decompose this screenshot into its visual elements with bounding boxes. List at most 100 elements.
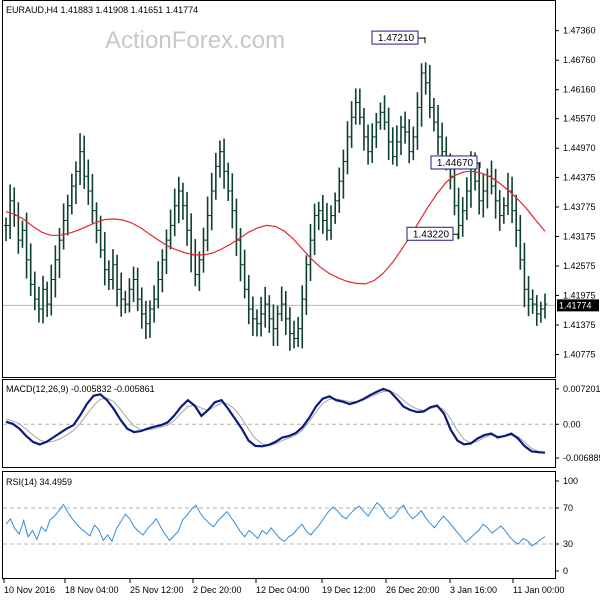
price-bar: [151, 285, 157, 323]
price-bar: [271, 304, 276, 346]
price-bar: [184, 192, 190, 246]
price-bars: [3, 62, 548, 351]
x-tick-label: 10 Nov 2016: [4, 585, 55, 595]
rsi-line: [5, 501, 546, 547]
price-bar: [542, 293, 548, 319]
price-bar: [263, 286, 268, 328]
price-bar: [481, 174, 486, 218]
price-bar: [156, 261, 161, 309]
price-bar: [77, 133, 83, 185]
price-bar: [86, 159, 91, 205]
x-axis: 10 Nov 2016 18 Nov 04:00 25 Nov 12:00 2 Dec…: [3, 579, 564, 595]
price-bar: [209, 172, 214, 231]
price-panel-frame: [2, 0, 556, 378]
price-bar: [131, 266, 136, 302]
price-bar: [40, 275, 46, 324]
price-bar: [267, 295, 272, 333]
price-bar: [522, 242, 527, 308]
x-tick-label: 18 Nov 04:00: [65, 585, 119, 595]
price-bar: [221, 138, 227, 189]
price-bar: [32, 271, 38, 311]
watermark: ActionForex.com: [105, 27, 285, 54]
price-y-tick-label: 1.47360: [563, 26, 596, 36]
price-bar: [291, 320, 297, 349]
price-y-tick-label: 1.41975: [563, 290, 596, 300]
annotation-1.43220: 1.43220: [406, 226, 459, 241]
price-y-tick-label: 1.41375: [563, 320, 596, 330]
price-bar: [139, 287, 144, 329]
price-bar: [49, 264, 54, 316]
macd-line: [5, 387, 546, 454]
price-bar: [246, 275, 251, 325]
price-bar: [497, 190, 502, 231]
price-y-axis: 1.47360 1.46760 1.46160 1.45570 1.44970 1.443…: [555, 26, 596, 359]
price-bar: [213, 152, 219, 200]
price-bar: [250, 296, 256, 336]
x-tick-label: 26 Dec 20:00: [386, 585, 440, 595]
price-bar: [205, 196, 210, 252]
macd-y-tick-label: 0.007201: [563, 384, 600, 394]
price-bar: [3, 217, 9, 242]
x-tick-label: 2 Dec 20:00: [193, 585, 242, 595]
rsi-y-tick-label: 100: [563, 476, 578, 486]
price-bar: [127, 278, 132, 313]
price-bar: [123, 290, 128, 314]
price-bar: [180, 182, 186, 220]
x-tick-label: 25 Nov 12:00: [130, 585, 184, 595]
price-bar: [283, 290, 288, 336]
price-bar: [312, 203, 317, 256]
price-bar: [254, 309, 260, 337]
price-bar: [28, 243, 33, 296]
price-bar: [275, 305, 280, 346]
rsi-title: RSI(14) 34.4959: [6, 477, 72, 487]
price-bar: [160, 249, 165, 293]
macd-panel-frame: [2, 379, 556, 468]
macd-title: MACD(12,26,9) -0.005832 -0.005861: [6, 384, 155, 394]
price-bar: [337, 167, 342, 213]
price-bar: [53, 245, 58, 298]
price-bar: [530, 289, 535, 314]
price-bar: [509, 176, 515, 224]
price-bar: [279, 286, 284, 322]
annotation-label: 1.47210: [378, 33, 415, 44]
price-bar: [349, 101, 354, 148]
price-bar: [143, 300, 149, 339]
annotation-label: 1.44670: [437, 158, 474, 169]
price-bar: [102, 232, 107, 286]
price-annotations: 1.47210 1.44670 1.43220: [371, 30, 481, 241]
price-bar: [411, 126, 416, 161]
price-bar: [394, 125, 400, 167]
price-bar: [61, 203, 66, 250]
annotation-box: [406, 226, 454, 241]
price-bar: [287, 307, 293, 351]
price-bar: [476, 162, 482, 215]
rsi-y-tick-label: 30: [563, 539, 573, 549]
price-bar: [201, 227, 206, 273]
price-bar: [526, 276, 531, 317]
price-bar: [7, 184, 13, 239]
price-bar: [378, 102, 383, 130]
price-bar: [217, 140, 223, 178]
x-tick-label: 3 Jan 16:00: [450, 585, 497, 595]
price-y-tick-label: 1.43175: [563, 231, 596, 241]
price-bar: [341, 149, 346, 199]
price-bar: [365, 124, 371, 165]
price-bar: [57, 227, 62, 279]
price-bar: [332, 192, 338, 224]
price-bar: [304, 255, 309, 315]
macd-signal-line: [5, 390, 546, 453]
price-bar: [374, 112, 379, 148]
price-bar: [427, 64, 432, 119]
price-bar: [493, 168, 498, 219]
rsi-y-axis: 100 70 30 0: [555, 476, 578, 576]
price-bar: [98, 215, 103, 258]
price-bar: [69, 173, 75, 215]
price-title: EURAUD,H4 1.41883 1.41908 1.41651 1.4177…: [6, 5, 198, 15]
price-bar: [20, 220, 25, 248]
price-bar: [423, 62, 428, 95]
price-bar: [460, 197, 465, 237]
price-bar: [147, 300, 153, 338]
current-price-tag-box: [557, 299, 599, 312]
price-y-tick-label: 1.44970: [563, 143, 596, 153]
